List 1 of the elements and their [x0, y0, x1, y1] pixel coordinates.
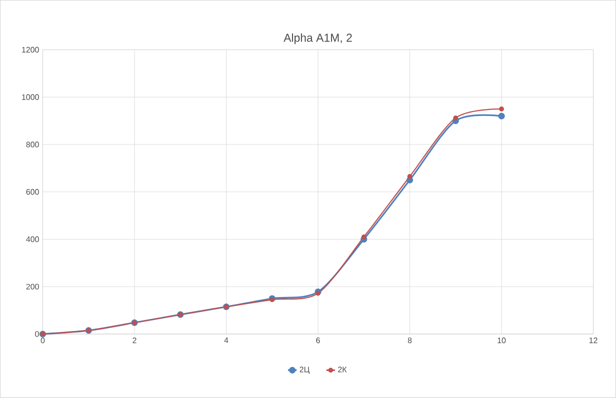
chart-title: Alpha A1M, 2 — [284, 34, 352, 44]
